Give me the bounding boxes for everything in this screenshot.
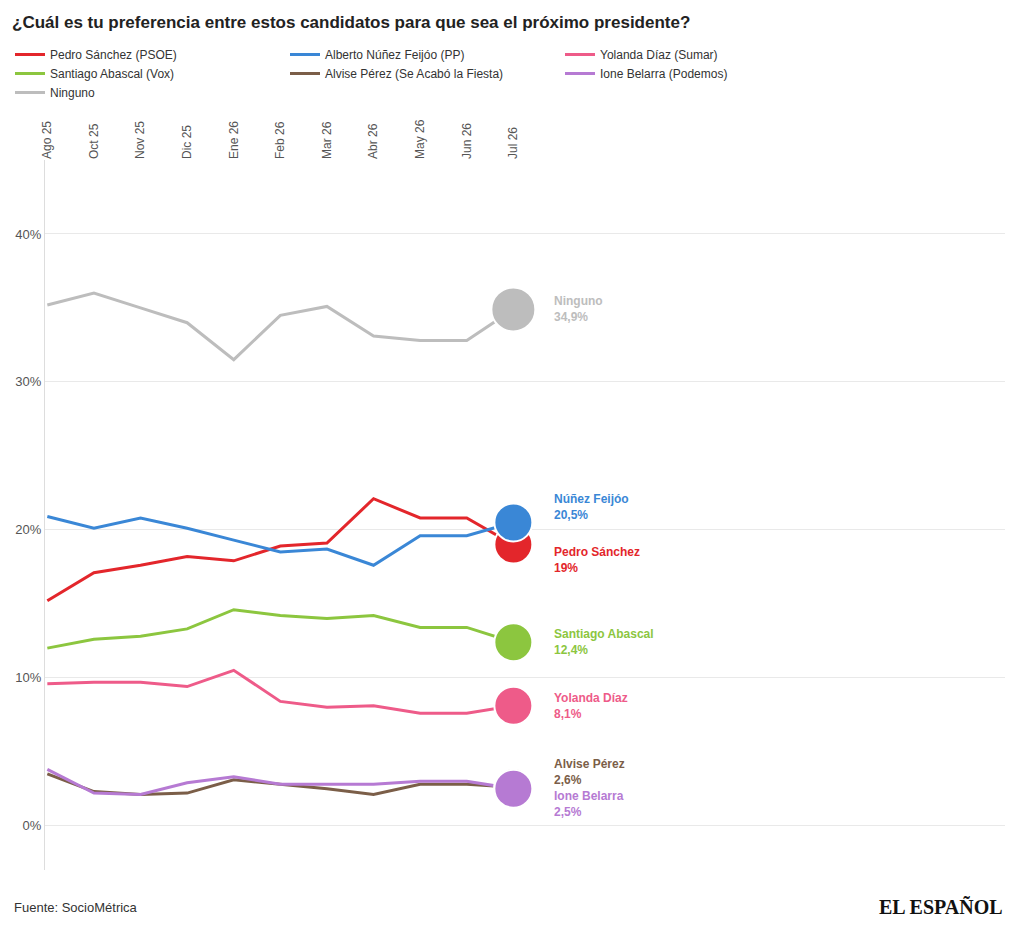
svg-text:Jul 26: Jul 26: [506, 127, 520, 159]
svg-text:20%: 20%: [15, 522, 41, 537]
svg-text:Ione Belarra (Podemos): Ione Belarra (Podemos): [600, 67, 727, 81]
svg-text:Alvise Pérez2,6%: Alvise Pérez2,6%: [554, 757, 625, 787]
svg-text:Dic 25: Dic 25: [180, 125, 194, 159]
svg-text:Ene 26: Ene 26: [227, 121, 241, 159]
svg-text:Alberto Núñez Feijóo (PP): Alberto Núñez Feijóo (PP): [325, 48, 464, 62]
svg-text:¿Cuál es tu preferencia entre: ¿Cuál es tu preferencia entre estos cand…: [12, 13, 690, 32]
svg-text:Yolanda Díaz8,1%: Yolanda Díaz8,1%: [554, 691, 628, 721]
svg-text:Yolanda Díaz (Sumar): Yolanda Díaz (Sumar): [600, 48, 718, 62]
svg-text:Mar 26: Mar 26: [320, 121, 334, 159]
svg-text:Santiago Abascal (Vox): Santiago Abascal (Vox): [50, 67, 174, 81]
svg-text:EL ESPAÑOL: EL ESPAÑOL: [879, 896, 1003, 918]
svg-text:Ago 25: Ago 25: [40, 121, 54, 159]
svg-text:Oct 25: Oct 25: [87, 123, 101, 159]
svg-text:Pedro Sánchez (PSOE): Pedro Sánchez (PSOE): [50, 48, 177, 62]
svg-text:Ninguno: Ninguno: [50, 86, 95, 100]
svg-text:Abr 26: Abr 26: [366, 123, 380, 159]
svg-text:30%: 30%: [15, 374, 41, 389]
svg-text:Ione Belarra2,5%: Ione Belarra2,5%: [554, 789, 624, 819]
svg-text:Feb 26: Feb 26: [273, 121, 287, 159]
svg-text:10%: 10%: [15, 670, 41, 685]
svg-text:Fuente: SocioMétrica: Fuente: SocioMétrica: [14, 900, 138, 915]
svg-text:Nov 25: Nov 25: [133, 121, 147, 159]
svg-text:Jun 26: Jun 26: [460, 123, 474, 159]
svg-text:Núñez Feijóo20,5%: Núñez Feijóo20,5%: [554, 492, 629, 522]
svg-text:May 26: May 26: [413, 119, 427, 159]
svg-text:Santiago Abascal12,4%: Santiago Abascal12,4%: [554, 627, 654, 657]
svg-text:Ninguno34,9%: Ninguno34,9%: [554, 294, 603, 324]
svg-text:0%: 0%: [23, 818, 42, 833]
svg-text:Pedro Sánchez19%: Pedro Sánchez19%: [554, 545, 640, 575]
svg-text:40%: 40%: [15, 227, 41, 242]
svg-text:Alvise Pérez (Se Acabó la Fies: Alvise Pérez (Se Acabó la Fiesta): [325, 67, 503, 81]
